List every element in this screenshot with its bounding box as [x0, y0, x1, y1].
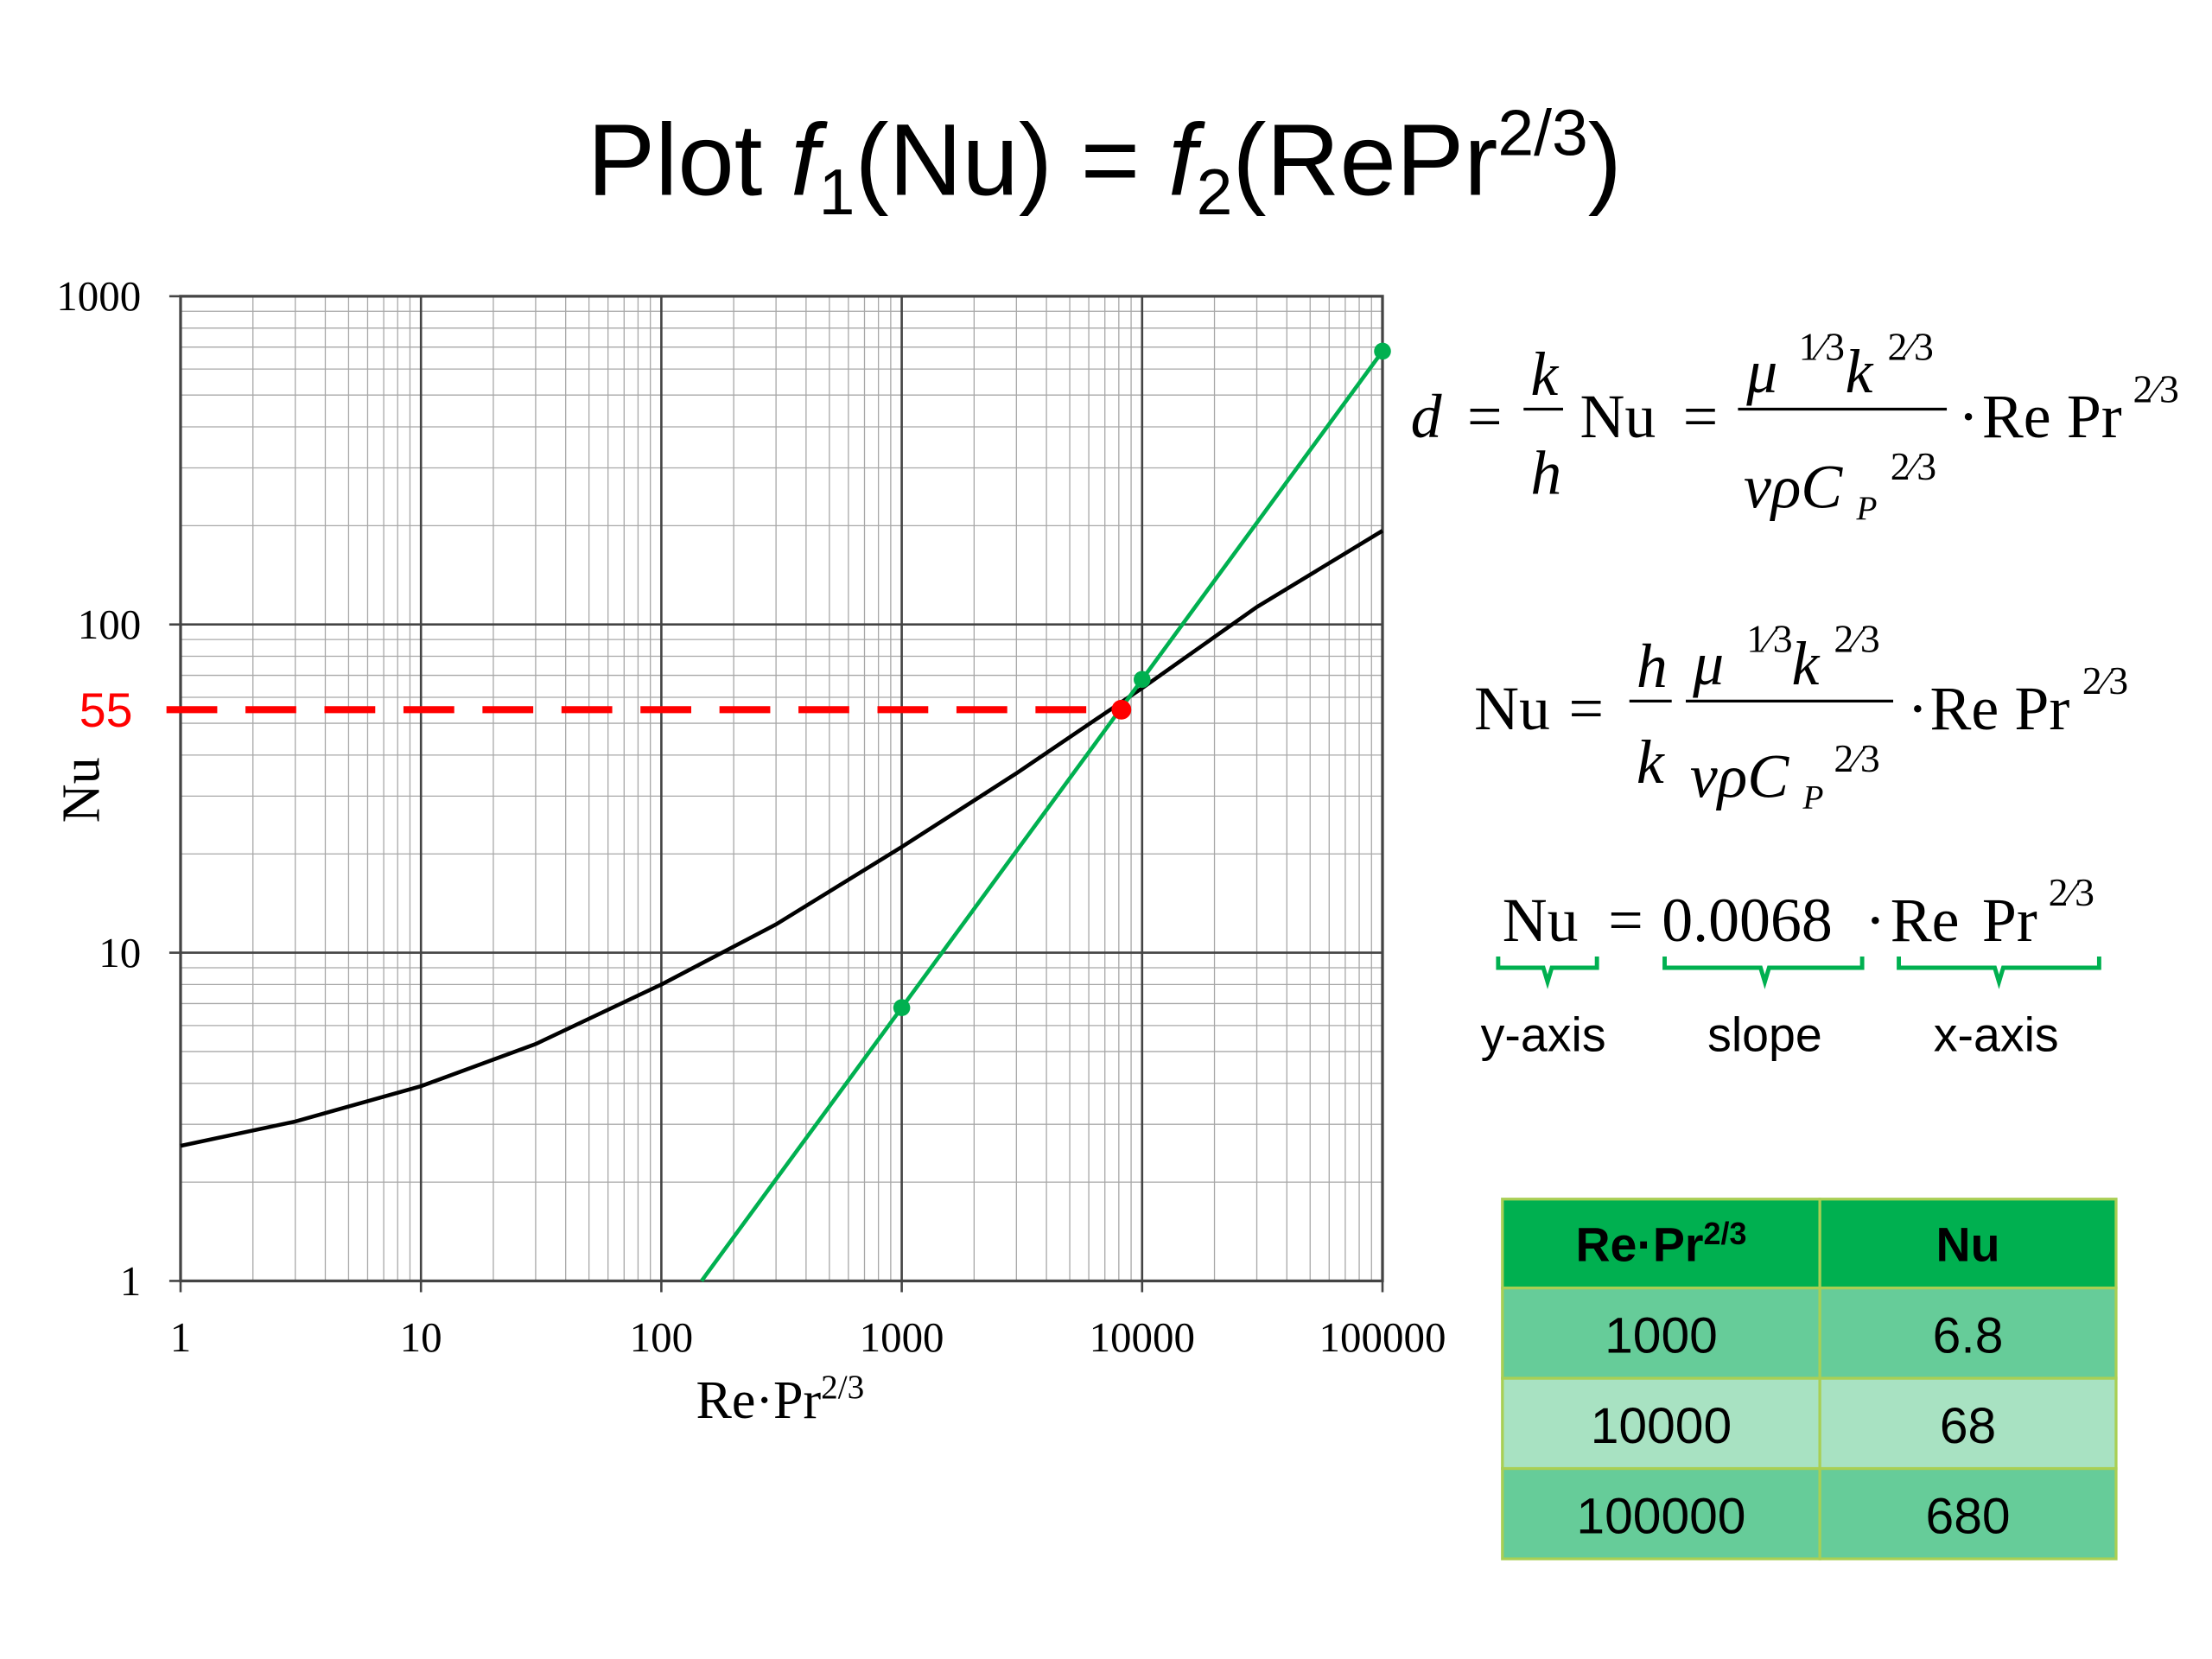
- title-part: 2/3: [1497, 97, 1587, 169]
- chart: 1 10 100 1000 10000 100000 1 10 100 1000 Re·Pr2/3 N…: [52, 272, 1446, 1430]
- equation-part: 2⁄3: [2133, 366, 2179, 410]
- series-marker: [893, 999, 911, 1017]
- y-axis-label: Nu: [52, 757, 111, 823]
- table-cell-text: 1000: [1605, 1308, 1718, 1364]
- title-part: 2: [1197, 156, 1233, 228]
- equation-part: Pr: [1982, 886, 2037, 955]
- equation-part: 2⁄3: [2049, 870, 2094, 914]
- table-header-sup: 2/3: [1704, 1216, 1747, 1251]
- equation-part: =: [1467, 382, 1503, 451]
- equation-part: Re: [1891, 886, 1960, 955]
- equation-part: 2⁄3: [1887, 324, 1933, 368]
- y-tick-label: 1000: [56, 272, 141, 320]
- equation-part: Re: [1982, 382, 2051, 451]
- table-cell: [1501, 1466, 1821, 1560]
- equation-part: μ: [1745, 337, 1777, 406]
- table-cell-text: 68: [1940, 1398, 1996, 1454]
- brace: [1662, 956, 1865, 989]
- equation-part: k: [1791, 629, 1820, 698]
- equation-part: ·: [1958, 382, 1979, 451]
- equation-part: 2⁄3: [1834, 736, 1879, 780]
- equation-part: μ: [1692, 629, 1724, 698]
- equation-part: Pr: [2014, 674, 2069, 743]
- table-cell-text: 680: [1926, 1489, 2011, 1545]
- equation-part: 0.0068: [1662, 886, 1833, 955]
- x-tick-label: 1: [170, 1313, 191, 1361]
- reference-point: [1111, 699, 1132, 720]
- equation-part: h: [1637, 632, 1668, 701]
- x-tick-label: 10: [400, 1313, 442, 1361]
- brace: [1897, 956, 2101, 989]
- equation-part: Re: [1929, 674, 1999, 743]
- equation-part: k: [1530, 340, 1559, 409]
- reference-label: 55: [79, 683, 133, 737]
- equation-part: P: [1856, 490, 1878, 527]
- series-marker: [1134, 671, 1151, 689]
- y-tick-label: 10: [99, 929, 141, 976]
- x-tick-label: 100000: [1319, 1313, 1446, 1361]
- equation-part: ·: [1907, 674, 1928, 743]
- title-part: (RePr: [1232, 103, 1497, 216]
- y-tick-label: 1: [120, 1257, 141, 1305]
- equation-part: h: [1530, 438, 1561, 507]
- y-tick-label: 100: [78, 601, 141, 648]
- equation-part: 2⁄3: [1891, 444, 1936, 488]
- equation-part: vρC: [1690, 741, 1789, 810]
- equation-part: vρC: [1744, 453, 1843, 522]
- table-cell-text: 100000: [1576, 1489, 1745, 1545]
- equation-label: slope: [1707, 1007, 1822, 1061]
- equation-part: Nu: [1474, 674, 1550, 743]
- equation-part: Nu: [1503, 886, 1579, 955]
- equation-part: =: [1569, 674, 1605, 743]
- title-part: ): [1588, 103, 1622, 216]
- equation-label: x-axis: [1934, 1007, 2059, 1061]
- equation-part: k: [1637, 728, 1665, 797]
- equation-part: k: [1846, 337, 1874, 406]
- title-part: 1: [819, 156, 855, 228]
- table-cell: [1501, 1286, 1821, 1380]
- equation-part: 2⁄3: [1834, 616, 1879, 660]
- brace: [1496, 956, 1599, 989]
- equation-part: =: [1608, 886, 1643, 955]
- title-part: (Nu) =: [855, 103, 1168, 216]
- table-header-text: Nu: [1936, 1218, 2000, 1272]
- x-axis-label-sup: 2/3: [821, 1369, 864, 1406]
- table-cell-text: 6.8: [1933, 1308, 2004, 1364]
- x-tick-label: 100: [630, 1313, 693, 1361]
- table-cell: [1818, 1286, 2118, 1380]
- equation-part: Pr: [2067, 382, 2122, 451]
- table-header-text: Re·Pr: [1575, 1218, 1703, 1272]
- series-line: [180, 529, 1384, 1148]
- equation-part: d: [1411, 382, 1443, 451]
- equation-part: P: [1802, 779, 1824, 817]
- equation-label: y-axis: [1481, 1007, 1606, 1061]
- equation-part: 1⁄3: [1746, 616, 1792, 660]
- table-header-cell: [1501, 1198, 1821, 1290]
- equation-part: Nu: [1580, 382, 1656, 451]
- equation-part: 2⁄3: [2082, 658, 2128, 702]
- x-tick-label: 1000: [860, 1313, 944, 1361]
- x-axis-label-text: Re·Pr: [696, 1371, 821, 1430]
- table-cell: [1818, 1466, 2118, 1560]
- table-header: Nu: [1936, 1218, 2000, 1272]
- x-tick-label: 10000: [1090, 1313, 1195, 1361]
- equation-part: =: [1683, 382, 1719, 451]
- table-cell-text: 10000: [1591, 1398, 1732, 1454]
- equation-part: 1⁄3: [1799, 324, 1845, 368]
- table-cell: [1818, 1376, 2118, 1471]
- table: Re·Pr2/3 Nu 1000 6.8 10000 68 100000 680: [1501, 1198, 2118, 1560]
- title: Plot f1(Nu) = f2(RePr2/3): [588, 97, 1622, 229]
- title-part: Plot: [588, 103, 791, 216]
- series-line: [700, 350, 1384, 1282]
- table-header: Re·Pr2/3: [1575, 1216, 1746, 1272]
- table-header-cell: [1818, 1198, 2118, 1290]
- x-axis-label: Re·Pr2/3: [696, 1369, 864, 1430]
- equation-part: ·: [1865, 886, 1885, 955]
- plot-frame: [179, 295, 1384, 1283]
- series-marker: [1374, 342, 1391, 360]
- table-cell: [1501, 1376, 1821, 1471]
